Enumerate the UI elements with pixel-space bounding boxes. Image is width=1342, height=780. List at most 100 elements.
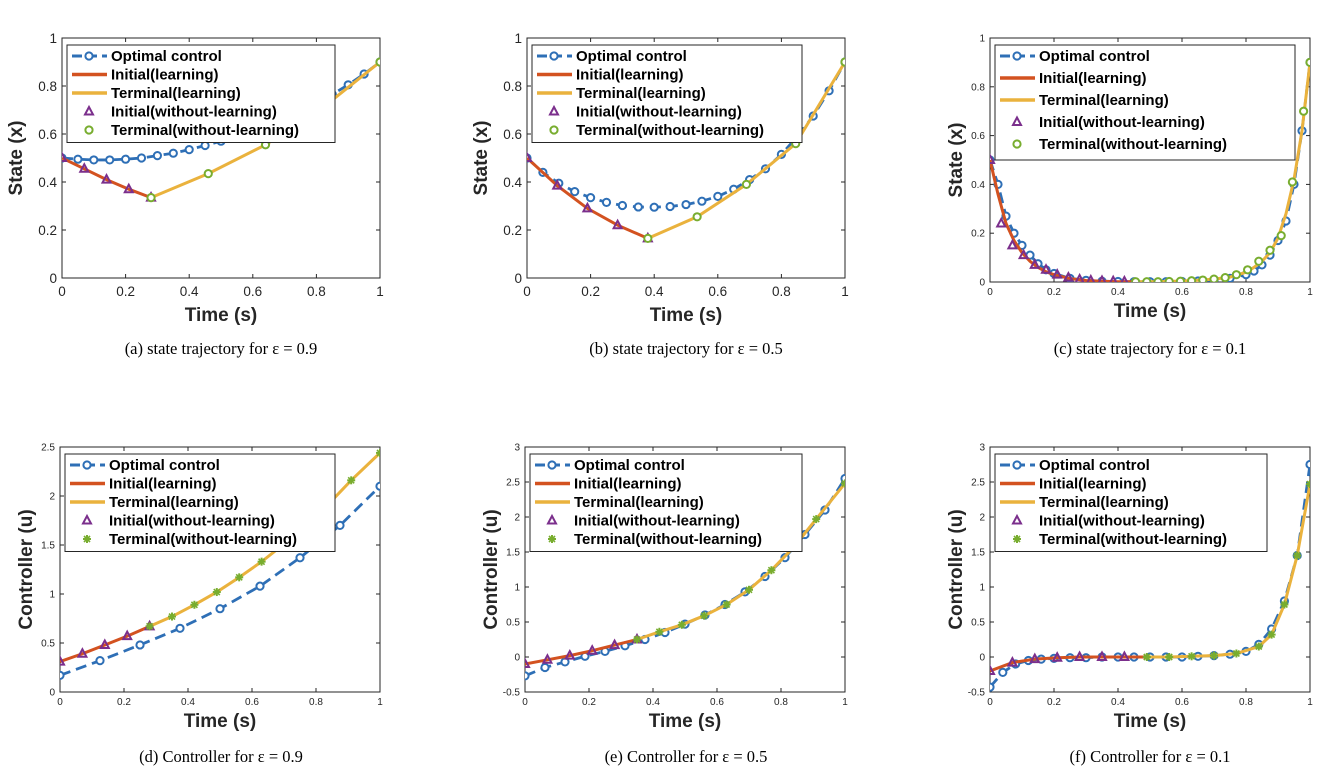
x-tick-label: 0.4: [181, 697, 195, 708]
data-point: [376, 448, 380, 457]
data-point: [1153, 277, 1163, 282]
subfigure-caption: (d) Controller for ε = 0.9: [139, 747, 303, 766]
legend-entry: Terminal(learning): [574, 494, 704, 511]
data-point: [60, 654, 66, 666]
data-point: [1265, 245, 1275, 255]
data-point: [812, 515, 821, 524]
x-tick-label: 0.4: [1111, 697, 1125, 708]
series-line-1: [62, 156, 152, 200]
y-tick-label: 1: [514, 583, 520, 594]
legend-entry: Optimal control: [109, 457, 220, 474]
data-point: [1131, 277, 1141, 282]
data-point: [741, 179, 752, 189]
chart-panel-2: 0 0.2 0.4 0.6 0.8 1 0 0.2 0.4 0.6 0.8 1 Time (s) Stat…: [471, 31, 849, 358]
legend-entry: Terminal(learning): [1039, 494, 1169, 511]
y-tick-label: 1: [49, 31, 57, 46]
legend-entry: Initial(learning): [111, 67, 219, 84]
x-tick-label: 0: [522, 697, 528, 708]
y-axis-label: Controller (u): [16, 509, 37, 629]
data-point: [633, 635, 641, 644]
data-point: [1051, 268, 1063, 279]
y-tick-label: 1: [49, 590, 55, 601]
x-tick-label: 1: [841, 284, 849, 299]
data-point: [295, 553, 305, 563]
y-tick-label: 1: [514, 31, 522, 46]
subfigure-caption: (a) state trajectory for ε = 0.9: [125, 339, 318, 358]
data-point: [525, 671, 530, 681]
x-tick-label: 0.6: [708, 284, 727, 299]
y-tick-label: 0: [514, 271, 522, 286]
data-point: [184, 145, 194, 155]
data-point: [1097, 274, 1107, 282]
legend-entry: Optimal control: [576, 48, 687, 65]
y-tick-label: 0.4: [971, 180, 985, 191]
series-line-1: [60, 624, 151, 664]
y-tick-label: 0.5: [41, 639, 55, 650]
data-point: [611, 218, 624, 230]
legend-entry: Initial(learning): [574, 476, 682, 493]
data-point: [215, 604, 225, 614]
data-point: [586, 644, 598, 655]
data-point: [617, 200, 628, 211]
data-point: [347, 476, 356, 485]
legend-marker: [548, 535, 556, 543]
data-point: [168, 148, 178, 158]
subfigure-caption: (c) state trajectory for ε = 0.1: [1054, 339, 1247, 358]
data-point: [1198, 275, 1208, 282]
data-point: [665, 201, 675, 212]
data-point: [152, 151, 162, 161]
subfigure-caption: (b) state trajectory for ε = 0.5: [589, 339, 783, 358]
series-line-2: [1146, 483, 1310, 659]
data-point: [1287, 177, 1298, 187]
chart-panel-4: 0 0.2 0.4 0.6 0.8 1 0 0.5 1 1.5 2 2.5 Time (s) Contro…: [16, 443, 383, 767]
x-axis-label: Time (s): [1114, 301, 1187, 322]
legend-marker: [1011, 513, 1023, 525]
data-point: [1062, 270, 1075, 282]
x-tick-label: 0.6: [1175, 697, 1189, 708]
data-point: [998, 667, 1008, 678]
data-point: [1086, 273, 1096, 282]
data-point: [1165, 653, 1174, 661]
data-point: [1243, 265, 1253, 275]
legend-marker: [1013, 535, 1021, 543]
x-axis-label: Time (s): [1114, 711, 1187, 732]
data-point: [1231, 270, 1242, 280]
legend-marker: [1012, 460, 1022, 470]
legend-entry: Initial(without-learning): [1039, 513, 1205, 530]
legend: Optimal controlInitial(learning)Terminal…: [64, 453, 336, 552]
data-point: [551, 178, 563, 190]
data-point: [375, 481, 380, 491]
legend-entry: Optimal control: [574, 457, 685, 474]
x-tick-label: 1: [376, 284, 384, 299]
data-point: [121, 154, 131, 164]
data-point: [995, 216, 1007, 228]
legend-entry: Optimal control: [1039, 457, 1150, 474]
y-tick-label: 0: [514, 653, 520, 664]
data-point: [1175, 276, 1185, 282]
y-tick-label: 3: [514, 443, 520, 454]
y-tick-label: 0.5: [971, 618, 985, 629]
y-tick-label: 1.5: [971, 548, 985, 559]
y-axis-label: State (x): [6, 121, 27, 196]
y-tick-label: 0.4: [38, 175, 57, 190]
data-point: [255, 581, 265, 591]
legend-entry: Optimal control: [111, 48, 222, 65]
chart-panel-3: 0 0.2 0.4 0.6 0.8 1 0 0.2 0.4 0.6 0.8 1 Time (s) Stat…: [946, 34, 1313, 359]
legend-entry: Terminal(learning): [576, 85, 706, 102]
legend-marker: [84, 125, 94, 135]
y-tick-label: 0.2: [503, 223, 522, 238]
legend-marker: [1012, 139, 1022, 149]
data-point: [681, 199, 691, 210]
data-point: [60, 670, 65, 680]
data-point: [1142, 653, 1151, 661]
legend-entry: Optimal control: [1039, 48, 1150, 65]
legend-entry: Initial(learning): [109, 476, 217, 493]
legend-marker: [84, 51, 94, 61]
chart-panel-1: 0 0.2 0.4 0.6 0.8 1 0 0.2 0.4 0.6 0.8 1 Time (s) Stat…: [6, 31, 384, 358]
x-axis-label: Time (s): [184, 711, 257, 732]
x-tick-label: 0.4: [1111, 287, 1125, 298]
data-point: [990, 664, 996, 675]
y-tick-label: 0.5: [506, 618, 520, 629]
y-tick-label: 0: [49, 688, 55, 699]
